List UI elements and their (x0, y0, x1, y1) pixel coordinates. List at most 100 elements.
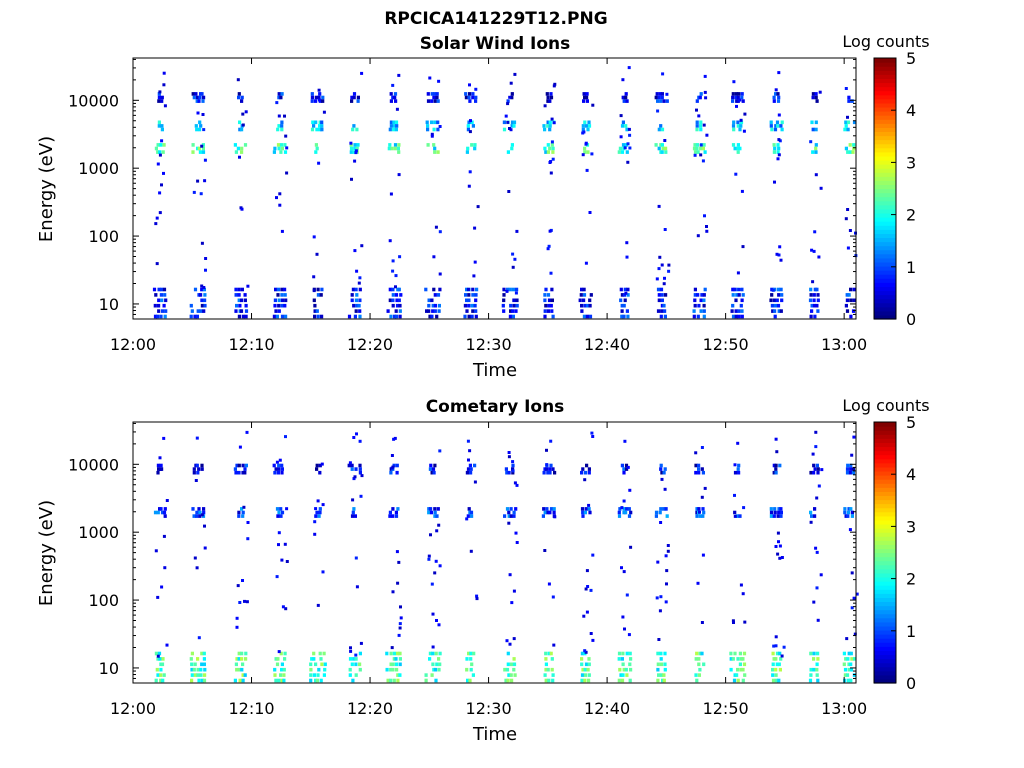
heatmap-cell (620, 506, 624, 510)
colorbar-segment (874, 568, 896, 574)
heatmap-cell (317, 667, 321, 672)
heatmap-cell (434, 678, 438, 683)
heatmap-cell (159, 463, 163, 468)
x-tick-label: 12:20 (347, 699, 393, 718)
heatmap-cell (240, 657, 244, 661)
heatmap-cell (848, 528, 852, 532)
heatmap-cell (470, 662, 474, 667)
heatmap-cell (583, 146, 587, 151)
heatmap-cell (659, 662, 664, 667)
heatmap-cell (393, 436, 397, 440)
heatmap-cell (161, 657, 165, 661)
heatmap-cell (234, 470, 238, 475)
heatmap-cell (354, 673, 358, 677)
heatmap-cell (430, 99, 434, 103)
heatmap-cell (585, 95, 589, 100)
heatmap-cell (202, 286, 206, 289)
heatmap-cell (731, 124, 736, 128)
heatmap-cell (625, 651, 629, 656)
heatmap-cell (660, 95, 664, 100)
heatmap-cell (580, 507, 585, 511)
heatmap-cell (729, 657, 733, 661)
heatmap-cell (387, 146, 391, 151)
heatmap-cell (661, 72, 665, 76)
heatmap-cell (350, 99, 354, 103)
heatmap-cell (435, 662, 439, 667)
heatmap-cell (435, 95, 439, 100)
heatmap-cell (279, 95, 283, 100)
heatmap-cell (468, 92, 472, 96)
heatmap-cell (317, 161, 321, 165)
heatmap-cell (848, 150, 852, 154)
heatmap-cell (201, 150, 206, 154)
heatmap-cell (240, 127, 244, 132)
heatmap-cell (733, 470, 738, 475)
heatmap-cell (771, 678, 776, 683)
heatmap-cell (697, 673, 701, 677)
heatmap-cell (314, 514, 318, 518)
heatmap-cell (435, 314, 439, 319)
heatmap-cell (235, 463, 239, 468)
heatmap-cell (693, 298, 697, 303)
colorbar-segment (874, 642, 896, 647)
x-tick-label: 12:40 (584, 699, 630, 718)
heatmap-cell (435, 92, 439, 96)
heatmap-cell (656, 678, 660, 683)
heatmap-cell (695, 651, 699, 656)
heatmap-cell (809, 520, 813, 524)
heatmap-cell (769, 514, 773, 518)
heatmap-cell (813, 314, 817, 319)
heatmap-cell (471, 309, 475, 313)
heatmap-cell (196, 470, 200, 475)
colorbar-segment (874, 536, 896, 541)
heatmap-cell (546, 143, 550, 147)
heatmap-cell (548, 120, 552, 125)
heatmap-cell (662, 99, 666, 103)
heatmap-cell (510, 95, 514, 100)
heatmap-cell (546, 99, 550, 103)
heatmap-cell (437, 79, 441, 83)
heatmap-cell (692, 146, 697, 151)
colorbar-segment (874, 90, 896, 96)
heatmap-cell (734, 92, 739, 96)
heatmap-cell (474, 99, 478, 103)
heatmap-cell (849, 651, 853, 656)
heatmap-cell (157, 298, 161, 303)
colorbar-segment (874, 115, 896, 120)
heatmap-cell (656, 287, 661, 292)
heatmap-cell (736, 667, 740, 672)
heatmap-cell (354, 657, 358, 661)
heatmap-cell (622, 470, 626, 475)
heatmap-cell (845, 293, 849, 297)
heatmap-cell (391, 590, 395, 594)
heatmap-cell (432, 470, 436, 475)
heatmap-cell (273, 470, 277, 475)
heatmap-cell (154, 678, 158, 683)
heatmap-cell (543, 104, 547, 108)
heatmap-cell (773, 146, 777, 151)
colorbar-segment (874, 593, 896, 598)
heatmap-cell (734, 95, 738, 100)
heatmap-cell (696, 234, 700, 238)
heatmap-cell (315, 467, 319, 471)
heatmap-cell (620, 314, 624, 319)
heatmap-cell (202, 678, 207, 683)
heatmap-cell (390, 646, 394, 650)
heatmap-cell (430, 120, 434, 125)
heatmap-cell (241, 470, 245, 475)
heatmap-cell (512, 662, 517, 667)
heatmap-cell (511, 467, 515, 471)
heatmap-cell (587, 657, 591, 661)
heatmap-cell (277, 298, 281, 303)
heatmap-cell (583, 673, 588, 677)
heatmap-cell (467, 184, 471, 188)
heatmap-cell (243, 673, 247, 677)
heatmap-cell (314, 99, 318, 103)
panel-title-cometary: Cometary Ions (426, 397, 565, 417)
colorbar-segment (874, 572, 896, 578)
heatmap-cell (621, 143, 626, 147)
heatmap-cell (317, 88, 321, 92)
heatmap-cell (355, 146, 359, 151)
heatmap-cell (777, 510, 781, 515)
heatmap-cell (189, 303, 193, 308)
